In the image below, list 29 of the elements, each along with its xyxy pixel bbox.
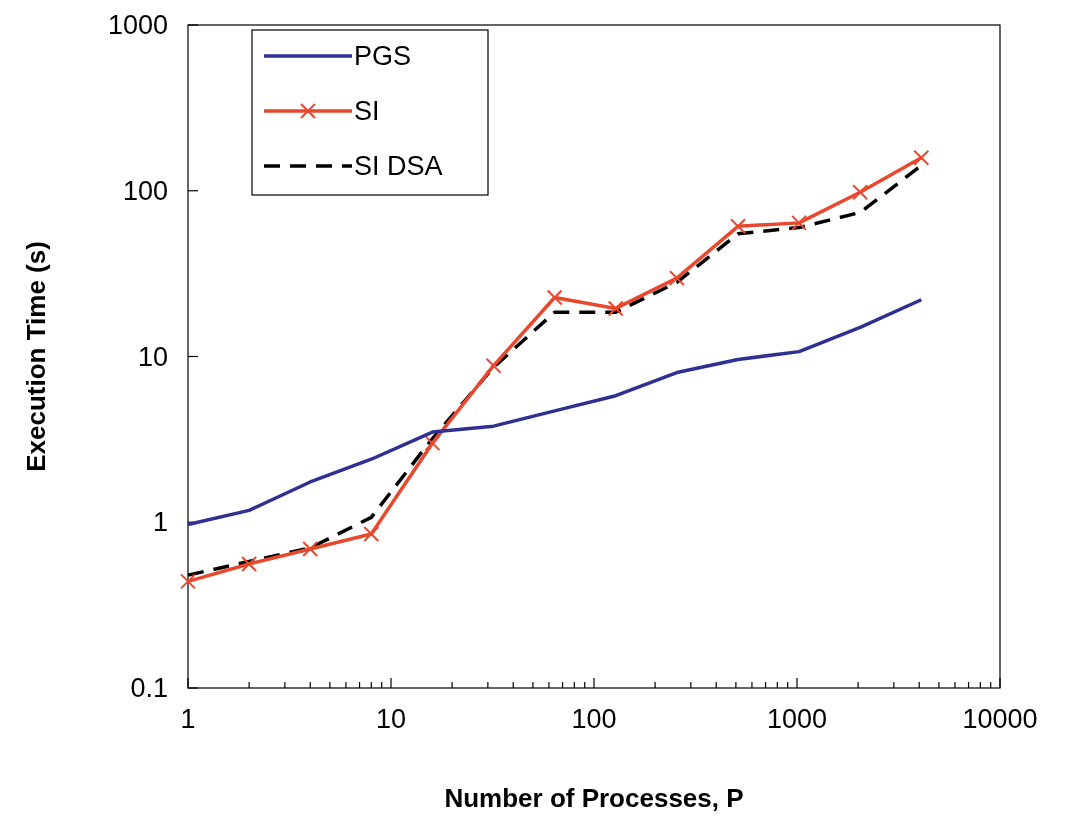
x-tick-label: 100 [571, 704, 617, 734]
x-tick-label: 1 [180, 704, 196, 734]
point [729, 218, 746, 235]
legend-label: PGS [354, 41, 412, 71]
legend-label: SI [354, 96, 380, 126]
point [607, 300, 624, 317]
line-series [186, 297, 924, 527]
y-tick-label: 1 [152, 507, 168, 538]
y-tick-label: 0.1 [130, 673, 168, 703]
point [363, 525, 380, 542]
point [791, 214, 808, 231]
y-axis-title: Execution Time (s) [21, 241, 51, 472]
y-tick-label: 100 [122, 175, 168, 206]
point [485, 357, 502, 374]
point [302, 540, 319, 557]
point [852, 184, 869, 201]
x-tick-label: 10 [375, 704, 407, 734]
point [546, 289, 563, 306]
x-axis-title: Number of Processes, P [444, 783, 744, 813]
point [241, 555, 258, 572]
y-tick-label: 1000 [107, 10, 168, 40]
point [424, 435, 441, 452]
point [180, 573, 196, 590]
legend-label: SI DSA [354, 151, 443, 181]
point [668, 270, 685, 287]
y-tick-label: 10 [137, 341, 168, 372]
point [913, 149, 930, 166]
x-tick-label: 10000 [962, 704, 1038, 734]
x-tick-label: 1000 [766, 704, 828, 734]
